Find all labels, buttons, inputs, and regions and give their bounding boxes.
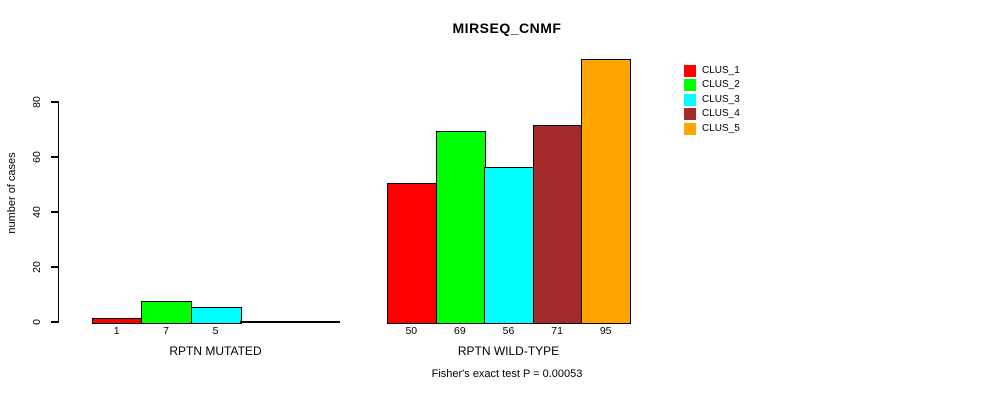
legend-label: CLUS_4 [702,108,740,120]
legend-item: CLUS_5 [684,122,740,135]
y-axis-title: number of cases [6,152,18,234]
x-axis-label-rptn-mutated: RPTN MUTATED [169,344,262,358]
legend: CLUS_1 CLUS_2 CLUS_3 CLUS_4 CLUS_5 [684,65,740,137]
bar-value-label: 1 [113,325,120,337]
y-tick-mark [50,101,58,103]
bar-clus-5-group-1 [581,59,632,324]
legend-color-swatch [684,65,696,77]
bar-clus-2-group-1 [435,130,486,324]
bar-clus-2-group-0 [141,301,193,324]
bar-value-label: 69 [454,325,466,337]
y-tick-label: 20 [31,261,43,273]
legend-color-swatch [684,93,696,106]
bar-value-label: 56 [502,325,515,337]
legend-item: CLUS_1 [684,65,740,77]
legend-color-swatch [684,79,696,92]
x-axis-label-rptn-wild-type: RPTN WILD-TYPE [457,344,560,358]
bar-value-label: 5 [212,325,219,337]
y-tick-mark [50,211,58,213]
chart-title: MIRSEQ_CNMF [452,20,562,36]
y-axis-line [57,101,59,323]
bar-clus-1-group-1 [387,183,438,324]
legend-item: CLUS_4 [684,108,740,121]
legend-color-swatch [684,108,696,121]
bar-value-label: 7 [163,325,170,337]
y-tick-label: 80 [31,96,43,108]
legend-item: CLUS_2 [684,79,740,92]
y-tick-label: 40 [31,206,43,218]
y-tick-mark [50,156,58,158]
legend-label: CLUS_5 [702,122,740,134]
bar-value-label: 95 [599,325,612,337]
legend-label: CLUS_3 [702,93,740,105]
bar-clus-5-group-0-zero [289,321,341,323]
fisher-test-annotation: Fisher's exact test P = 0.00053 [431,368,583,380]
legend-item: CLUS_3 [684,93,740,106]
bar-value-label: 50 [405,325,418,337]
bar-clus-1-group-0 [92,317,143,324]
bar-clus-3-group-1 [484,166,535,324]
y-tick-label: 60 [31,151,43,163]
bar-clus-3-group-0 [190,306,242,324]
y-tick-mark [50,266,58,268]
bar-clus-4-group-1 [532,125,583,324]
y-tick-mark [50,321,58,323]
bar-clus-4-group-0-zero [240,321,292,323]
legend-label: CLUS_1 [702,65,740,76]
y-tick-label: 0 [31,319,43,325]
legend-label: CLUS_2 [702,79,740,91]
legend-color-swatch [684,122,696,135]
bar-value-label: 71 [551,325,563,337]
